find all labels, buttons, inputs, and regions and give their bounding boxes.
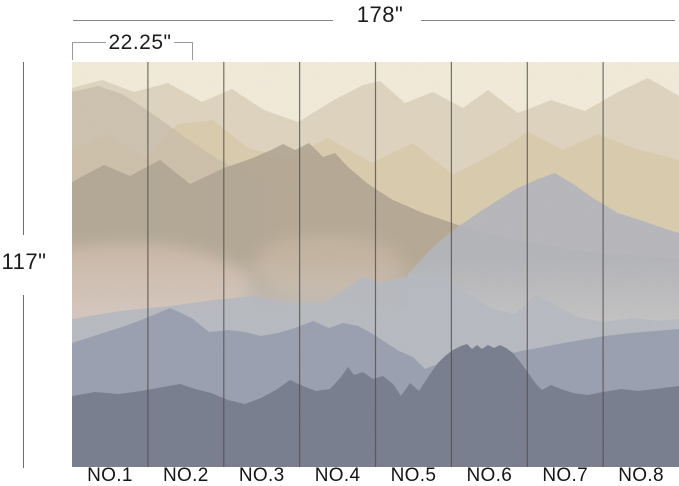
mural-image	[72, 62, 679, 467]
panel-label: NO.2	[163, 465, 209, 486]
panel-labels-row: NO.1 NO.2 NO.3 NO.4 NO.5 NO.6 NO.7 NO.8	[72, 466, 679, 486]
total-width-label: 178"	[356, 2, 404, 27]
total-width-line-left	[73, 20, 333, 21]
height-label: 117"	[1, 249, 47, 274]
panel-width-tick-right	[192, 42, 193, 60]
height-line-bottom	[23, 295, 24, 468]
panel-width-tick-left	[72, 42, 73, 60]
panel-label: NO.1	[87, 465, 133, 486]
panel-label: NO.5	[390, 465, 437, 486]
panel-width-label: 22.25"	[108, 31, 172, 54]
panel-label: NO.8	[618, 465, 664, 486]
panel-dividers	[147, 62, 604, 467]
panel-label: NO.4	[314, 465, 361, 486]
panel-width-line-left	[72, 42, 106, 43]
total-width-line-right	[421, 20, 675, 21]
height-line-top	[23, 62, 24, 235]
panel-label: NO.6	[466, 465, 513, 486]
panel-label: NO.7	[542, 465, 588, 486]
panel-width-line-right	[174, 42, 193, 43]
panel-label: NO.3	[238, 465, 285, 486]
